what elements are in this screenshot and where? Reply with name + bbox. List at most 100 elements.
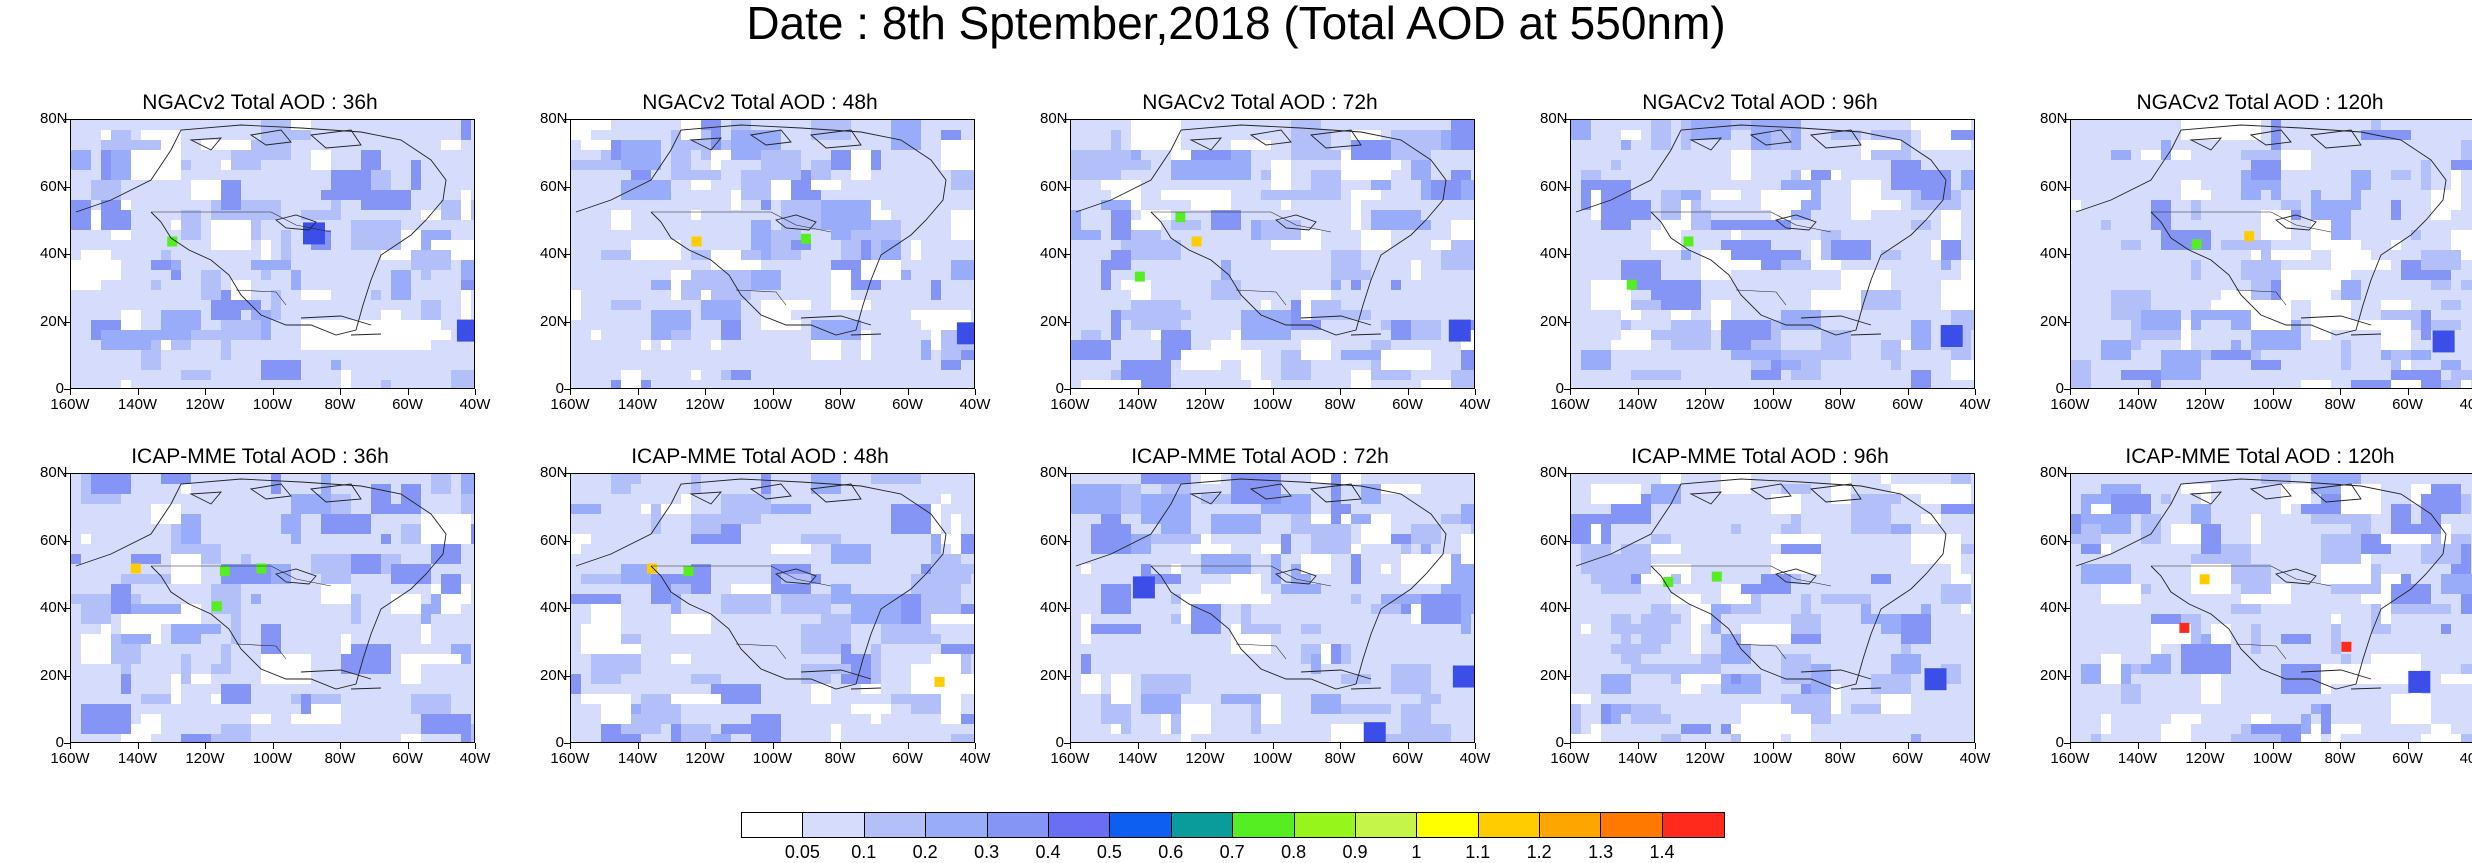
aod-cell: [351, 120, 371, 130]
aod-cell: [141, 714, 161, 734]
aod-cell: [911, 240, 921, 260]
aod-cell: [2371, 120, 2381, 130]
aod-cell: [1741, 200, 1751, 220]
x-tick-label: 80W: [324, 396, 356, 413]
aod-cell: [2251, 300, 2291, 330]
aod-cell: [1571, 694, 1591, 704]
aod-cell: [721, 724, 771, 734]
aod-cell: [1771, 534, 1821, 544]
aod-cell: [2141, 634, 2151, 664]
aod-hotspot: [1134, 271, 1145, 282]
aod-cell: [451, 370, 474, 388]
y-tick-label: 20N: [540, 666, 568, 684]
x-tick-mark: [1070, 389, 1071, 395]
y-tick-label: 20N: [2040, 312, 2068, 330]
y-tick-mark: [1064, 675, 1070, 677]
aod-cell: [2401, 360, 2411, 370]
aod-cell: [2361, 260, 2391, 270]
aod-cell: [1171, 574, 1181, 584]
y-tick-mark: [2064, 389, 2070, 390]
y-tick-mark: [64, 389, 70, 390]
aod-cell: [1711, 714, 1721, 742]
aod-cell: [1611, 160, 1621, 170]
map-plot-area: [570, 473, 975, 743]
aod-cell: [2401, 574, 2411, 584]
aod-field-map: [1571, 120, 1974, 388]
aod-cell: [2131, 380, 2151, 388]
aod-hotspot: [130, 563, 141, 574]
aod-cell: [1341, 514, 1371, 524]
y-tick-mark: [564, 119, 570, 120]
icap-mme-panel-3: ICAP-MME Total AOD : 96h 80N 60N 40N 20N 0 160…: [1540, 445, 1990, 797]
aod-cell: [1781, 260, 1811, 270]
y-tick-label: 60N: [1040, 531, 1068, 549]
aod-cell: [2141, 584, 2151, 594]
y-tick-label: 60N: [40, 531, 68, 549]
aod-cell: [1721, 240, 1731, 250]
y-tick-mark: [64, 608, 70, 609]
aod-cell: [2321, 604, 2331, 614]
aod-cell: [1241, 310, 1291, 340]
aod-cell: [1431, 150, 1451, 180]
aod-cell: [591, 170, 601, 190]
aod-hotspot: [1448, 319, 1471, 342]
aod-cell: [691, 210, 701, 220]
aod-cell: [1731, 524, 1741, 534]
aod-cell: [2251, 624, 2261, 654]
x-tick-label: 100W: [1752, 750, 1793, 767]
aod-cell: [1301, 340, 1331, 360]
aod-cell: [691, 350, 721, 370]
x-tick-label: 60W: [892, 750, 923, 767]
colorbar-label: 1.4: [1649, 842, 1675, 862]
aod-cell: [1071, 190, 1111, 200]
aod-cell: [591, 604, 621, 634]
aod-cell: [131, 150, 181, 180]
x-tick-mark: [1475, 743, 1476, 749]
aod-cell: [1241, 624, 1281, 634]
aod-cell: [141, 474, 151, 484]
aod-cell: [1141, 694, 1181, 714]
aod-cell: [91, 180, 121, 200]
aod-field-map: [1571, 474, 1974, 742]
aod-cell: [2211, 624, 2231, 644]
aod-cell: [1351, 594, 1361, 604]
x-tick-label: 40W: [959, 750, 991, 767]
aod-cell: [631, 704, 641, 714]
aod-cell: [1111, 674, 1131, 704]
aod-cell: [2331, 734, 2341, 742]
y-tick-mark: [2064, 473, 2070, 474]
aod-cell: [861, 260, 901, 280]
aod-cell: [861, 230, 871, 260]
aod-cell: [1671, 574, 1681, 584]
aod-cell: [861, 504, 891, 534]
aod-cell: [181, 734, 211, 742]
aod-cell: [2151, 614, 2201, 624]
aod-cell: [1911, 370, 1931, 388]
aod-cell: [1241, 350, 1261, 380]
x-tick-label: 80W: [1324, 396, 1356, 413]
aod-cell: [1281, 200, 1291, 210]
aod-cell: [2161, 494, 2171, 504]
aod-cell: [1161, 190, 1201, 200]
aod-cell: [1391, 664, 1431, 694]
aod-cell: [2081, 614, 2121, 644]
aod-cell: [1831, 474, 1851, 504]
aod-cell: [181, 370, 211, 380]
aod-cell: [2101, 220, 2111, 230]
aod-cell: [1631, 604, 1661, 614]
aod-cell: [2321, 534, 2361, 564]
aod-cell: [1601, 200, 1651, 220]
x-tick-label: 140W: [117, 750, 158, 767]
aod-cell: [1211, 280, 1241, 300]
aod-cell: [941, 644, 974, 654]
aod-cell: [2391, 694, 2431, 724]
aod-cell: [1111, 350, 1161, 360]
aod-cell: [1651, 644, 1701, 664]
y-tick-label: 60N: [540, 531, 568, 549]
x-tick-mark: [975, 389, 976, 395]
aod-cell: [631, 240, 681, 260]
aod-cell: [2311, 300, 2351, 320]
aod-cell: [1691, 624, 1701, 654]
aod-cell: [651, 320, 671, 340]
aod-cell: [1781, 484, 1811, 494]
